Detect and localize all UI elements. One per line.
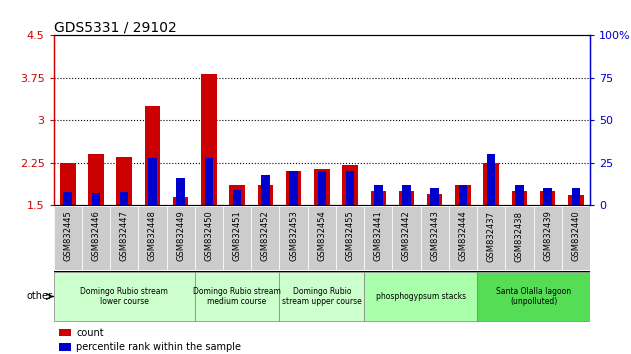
Text: GSM832446: GSM832446 — [91, 211, 100, 262]
Text: Santa Olalla lagoon
(unpolluted): Santa Olalla lagoon (unpolluted) — [496, 287, 571, 306]
Bar — [427, 194, 442, 205]
Bar — [487, 154, 495, 205]
FancyBboxPatch shape — [308, 206, 336, 270]
Text: other: other — [27, 291, 52, 302]
Bar — [543, 188, 552, 205]
FancyBboxPatch shape — [505, 206, 534, 270]
Text: GSM832438: GSM832438 — [515, 211, 524, 262]
FancyBboxPatch shape — [251, 206, 280, 270]
FancyBboxPatch shape — [534, 206, 562, 270]
Text: GSM832443: GSM832443 — [430, 211, 439, 262]
Bar — [540, 191, 555, 205]
FancyBboxPatch shape — [138, 206, 167, 270]
Bar — [148, 158, 156, 205]
Bar — [512, 191, 527, 205]
Bar — [173, 197, 189, 205]
Bar — [346, 171, 355, 205]
Text: GSM832439: GSM832439 — [543, 211, 552, 262]
Bar — [568, 195, 584, 205]
FancyBboxPatch shape — [195, 206, 223, 270]
Text: GSM832442: GSM832442 — [402, 211, 411, 261]
Bar — [342, 165, 358, 205]
Bar — [204, 158, 213, 205]
Text: phosphogypsum stacks: phosphogypsum stacks — [375, 292, 466, 301]
Bar — [88, 154, 103, 205]
Bar — [317, 171, 326, 205]
Text: GDS5331 / 29102: GDS5331 / 29102 — [54, 20, 177, 34]
FancyBboxPatch shape — [82, 206, 110, 270]
FancyBboxPatch shape — [449, 206, 477, 270]
Text: percentile rank within the sample: percentile rank within the sample — [76, 342, 241, 352]
FancyBboxPatch shape — [336, 206, 364, 270]
FancyBboxPatch shape — [54, 272, 195, 321]
Text: GSM832440: GSM832440 — [572, 211, 581, 261]
Text: GSM832449: GSM832449 — [176, 211, 185, 261]
Bar — [233, 190, 242, 205]
Bar — [257, 185, 273, 205]
Bar — [286, 171, 302, 205]
FancyBboxPatch shape — [59, 329, 71, 336]
Bar — [144, 106, 160, 205]
Bar — [572, 188, 580, 205]
Bar — [430, 188, 439, 205]
Bar — [64, 192, 72, 205]
Bar — [402, 185, 411, 205]
FancyBboxPatch shape — [562, 206, 590, 270]
Text: count: count — [76, 328, 103, 338]
FancyBboxPatch shape — [392, 206, 421, 270]
Text: Domingo Rubio stream
lower course: Domingo Rubio stream lower course — [80, 287, 168, 306]
Bar — [261, 175, 269, 205]
Bar — [229, 185, 245, 205]
Text: GSM832452: GSM832452 — [261, 211, 270, 261]
Text: GSM832437: GSM832437 — [487, 211, 496, 262]
FancyBboxPatch shape — [280, 206, 308, 270]
FancyBboxPatch shape — [195, 272, 280, 321]
Bar — [289, 171, 298, 205]
Bar — [201, 74, 216, 205]
Bar — [120, 192, 129, 205]
Text: GSM832451: GSM832451 — [233, 211, 242, 261]
Text: GSM832441: GSM832441 — [374, 211, 383, 261]
Bar — [117, 157, 132, 205]
Bar — [515, 185, 524, 205]
FancyBboxPatch shape — [364, 272, 477, 321]
Bar — [399, 191, 415, 205]
Text: Domingo Rubio
stream upper course: Domingo Rubio stream upper course — [282, 287, 362, 306]
FancyBboxPatch shape — [59, 343, 71, 351]
FancyBboxPatch shape — [223, 206, 251, 270]
FancyBboxPatch shape — [421, 206, 449, 270]
Text: GSM832447: GSM832447 — [120, 211, 129, 262]
FancyBboxPatch shape — [280, 272, 364, 321]
Text: GSM832453: GSM832453 — [289, 211, 298, 262]
Bar — [60, 163, 76, 205]
FancyBboxPatch shape — [364, 206, 392, 270]
FancyBboxPatch shape — [477, 206, 505, 270]
Bar — [314, 169, 329, 205]
Bar — [483, 163, 499, 205]
Text: GSM832444: GSM832444 — [459, 211, 468, 261]
Text: Domingo Rubio stream
medium course: Domingo Rubio stream medium course — [193, 287, 281, 306]
Bar — [177, 178, 185, 205]
FancyBboxPatch shape — [167, 206, 195, 270]
FancyBboxPatch shape — [477, 272, 590, 321]
Text: GSM832454: GSM832454 — [317, 211, 326, 261]
Bar — [459, 185, 467, 205]
Text: GSM832450: GSM832450 — [204, 211, 213, 261]
Bar — [455, 185, 471, 205]
Text: GSM832445: GSM832445 — [63, 211, 72, 261]
FancyBboxPatch shape — [110, 206, 138, 270]
Text: GSM832455: GSM832455 — [346, 211, 355, 261]
Text: GSM832448: GSM832448 — [148, 211, 157, 262]
Bar — [374, 185, 382, 205]
Bar — [370, 191, 386, 205]
FancyBboxPatch shape — [54, 206, 82, 270]
Bar — [91, 193, 100, 205]
